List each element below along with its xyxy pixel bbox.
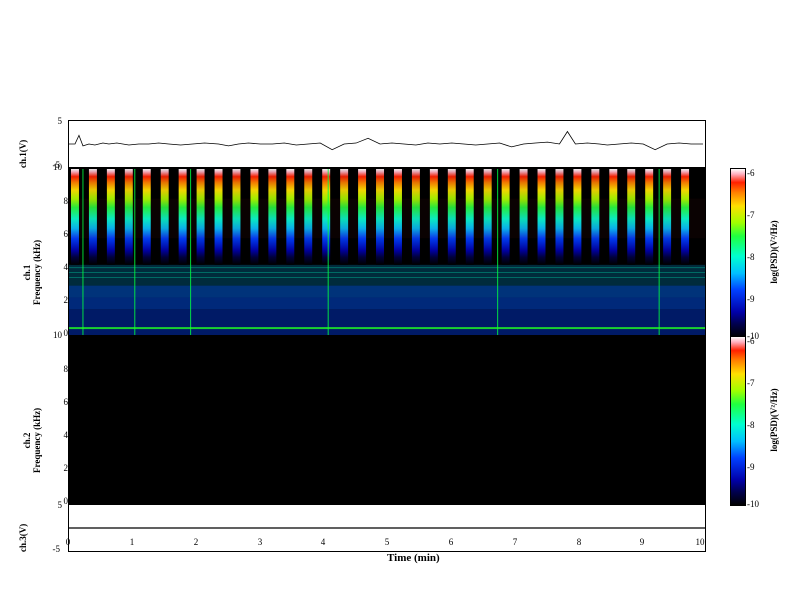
ch2-colorbar-wrap: -6 -7 -8 -9 -10 log(PSD)(V²/Hz) <box>730 336 792 504</box>
cb1-tick-neg9: -9 <box>747 294 755 304</box>
cb1-tick-neg7: -7 <box>747 210 755 220</box>
xtick-3: 3 <box>250 537 270 547</box>
xtick-0: 0 <box>58 537 78 547</box>
xtick-4: 4 <box>313 537 333 547</box>
xtick-2: 2 <box>186 537 206 547</box>
cb2-axis-label: log(PSD)(V²/Hz) <box>769 388 779 451</box>
cb2-tick-neg10: -10 <box>747 499 759 509</box>
xtick-5: 5 <box>377 537 397 547</box>
ch1-colorbar-wrap: -6 -7 -8 -9 -10 log(PSD)(V²/Hz) <box>730 168 792 336</box>
xtick-10: 10 <box>690 537 710 547</box>
cb2-tick-neg8: -8 <box>747 420 755 430</box>
xtick-9: 9 <box>632 537 652 547</box>
xtick-1: 1 <box>122 537 142 547</box>
xaxis-title: Time (min) <box>387 552 440 564</box>
cb1-tick-neg8: -8 <box>747 252 755 262</box>
cb2-tick-neg6: -6 <box>747 336 755 346</box>
xtick-7: 7 <box>505 537 525 547</box>
vlf-spectra-window: VLF Spectra Jan. 21, 2026 station=KAG st… <box>0 0 792 612</box>
cb2-tick-neg9: -9 <box>747 462 755 472</box>
xtick-labels: 0 1 2 3 4 5 6 7 8 9 10 <box>0 0 792 612</box>
xtick-8: 8 <box>569 537 589 547</box>
ch2-colorbar <box>730 336 746 506</box>
xtick-6: 6 <box>441 537 461 547</box>
cb1-axis-label: log(PSD)(V²/Hz) <box>769 220 779 283</box>
ch1-colorbar <box>730 168 746 338</box>
cb2-tick-neg7: -7 <box>747 378 755 388</box>
cb1-tick-neg6: -6 <box>747 168 755 178</box>
